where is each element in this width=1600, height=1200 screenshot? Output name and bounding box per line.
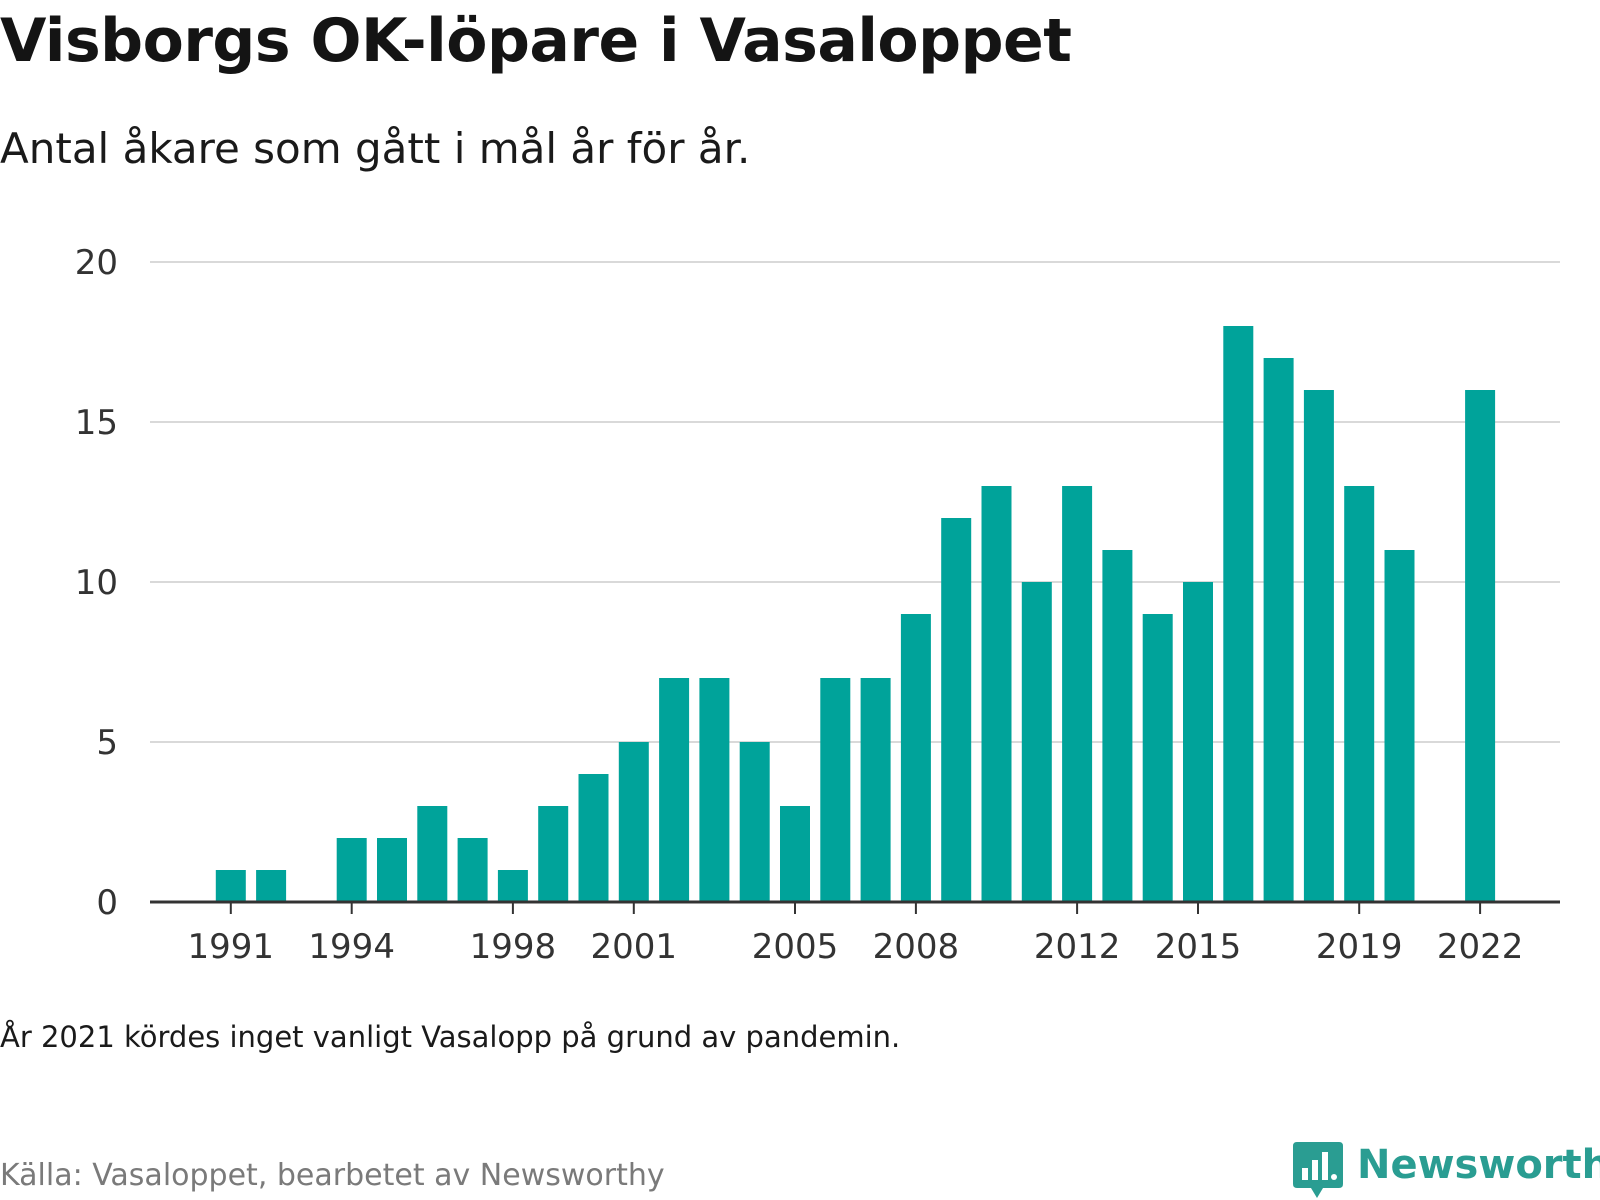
x-axis bbox=[150, 900, 1560, 914]
bars bbox=[215, 326, 1496, 902]
bar-2010 bbox=[981, 486, 1012, 902]
bar-2004 bbox=[739, 742, 770, 902]
bar-chart: 0 5 10 15 20 1991 1994 1998 2001 2005 2008 2012 201… bbox=[75, 243, 1560, 967]
bar-1999 bbox=[538, 806, 569, 902]
x-axis-labels: 1991 1994 1998 2001 2005 2008 2012 2015 2019 2022 bbox=[188, 927, 1524, 967]
bar-2017 bbox=[1263, 358, 1294, 902]
logo-wordmark: Newsworthy bbox=[1357, 1142, 1600, 1188]
bar-2016 bbox=[1223, 326, 1254, 902]
y-tick-label: 0 bbox=[96, 883, 118, 923]
bar-1997 bbox=[457, 838, 488, 902]
x-tick-label: 2015 bbox=[1155, 927, 1242, 967]
bar-2019 bbox=[1344, 486, 1375, 902]
bar-2014 bbox=[1142, 614, 1173, 902]
bar-1995 bbox=[377, 838, 407, 902]
bar-2005 bbox=[780, 806, 810, 902]
bar-2011 bbox=[1021, 582, 1052, 902]
x-tick-label: 2001 bbox=[591, 927, 678, 967]
y-tick-label: 10 bbox=[75, 563, 118, 603]
x-tick-label: 2022 bbox=[1437, 927, 1524, 967]
chart-title: Visborgs OK-löpare i Vasaloppet bbox=[0, 6, 1072, 76]
y-tick-label: 5 bbox=[96, 723, 118, 763]
bar-2008 bbox=[900, 614, 931, 902]
bar-2007 bbox=[860, 678, 891, 902]
bar-2006 bbox=[820, 678, 851, 902]
newsworthy-logo: Newsworthy bbox=[1293, 1142, 1600, 1200]
y-tick-label: 15 bbox=[75, 403, 118, 443]
bar-2002 bbox=[659, 678, 690, 902]
x-tick-label: 1991 bbox=[188, 927, 275, 967]
bar-2012 bbox=[1062, 486, 1093, 902]
x-tick-label: 1994 bbox=[308, 927, 395, 967]
x-tick-label: 2019 bbox=[1316, 927, 1403, 967]
bar-2013 bbox=[1102, 550, 1133, 902]
bar-2022 bbox=[1465, 390, 1496, 902]
bar-2000 bbox=[578, 774, 609, 902]
footnote: År 2021 kördes inget vanligt Vasalopp på… bbox=[0, 1020, 901, 1054]
bar-1996 bbox=[417, 806, 448, 902]
bar-2018 bbox=[1303, 390, 1334, 902]
y-tick-label: 20 bbox=[75, 243, 118, 283]
x-tick-label: 2008 bbox=[873, 927, 960, 967]
x-tick-label: 2012 bbox=[1034, 927, 1121, 967]
bar-chart-speech-bubble-icon bbox=[1293, 1142, 1343, 1198]
bar-2009 bbox=[941, 518, 972, 902]
bar-1998 bbox=[497, 870, 528, 902]
source-credit: Källa: Vasaloppet, bearbetet av Newswort… bbox=[0, 1158, 665, 1193]
bar-1994 bbox=[336, 838, 367, 902]
bar-1991 bbox=[215, 870, 246, 902]
bar-2003 bbox=[699, 678, 730, 902]
x-tick-label: 1998 bbox=[470, 927, 557, 967]
x-tick-label: 2005 bbox=[752, 927, 839, 967]
bar-2020 bbox=[1384, 550, 1415, 902]
y-axis-labels: 0 5 10 15 20 bbox=[75, 243, 118, 923]
bar-2015 bbox=[1183, 582, 1213, 902]
chart-subtitle: Antal åkare som gått i mål år för år. bbox=[0, 124, 751, 173]
bar-2001 bbox=[618, 742, 649, 902]
bar-1992 bbox=[256, 870, 287, 902]
